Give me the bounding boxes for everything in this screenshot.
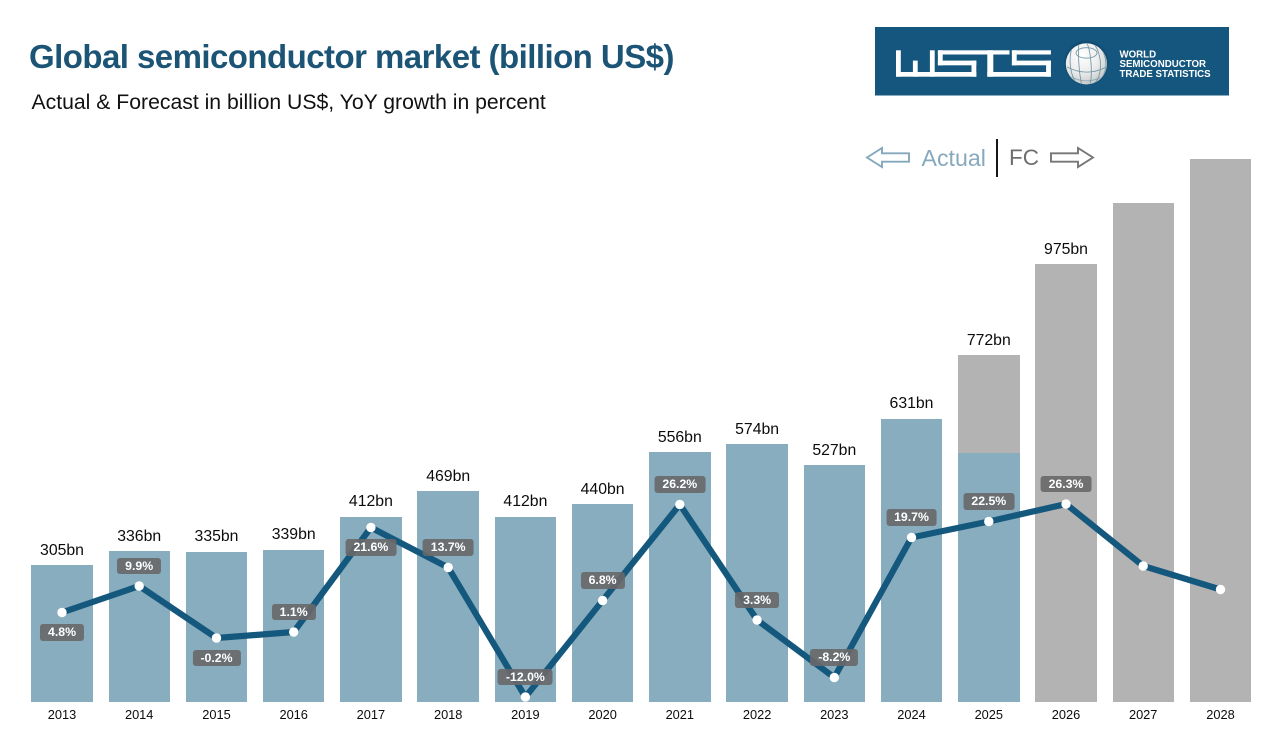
svg-text:SEMICONDUCTOR: SEMICONDUCTOR	[1120, 59, 1206, 70]
svg-text:WORLD: WORLD	[1120, 49, 1157, 60]
svg-text:TRADE STATISTICS: TRADE STATISTICS	[1120, 69, 1212, 80]
